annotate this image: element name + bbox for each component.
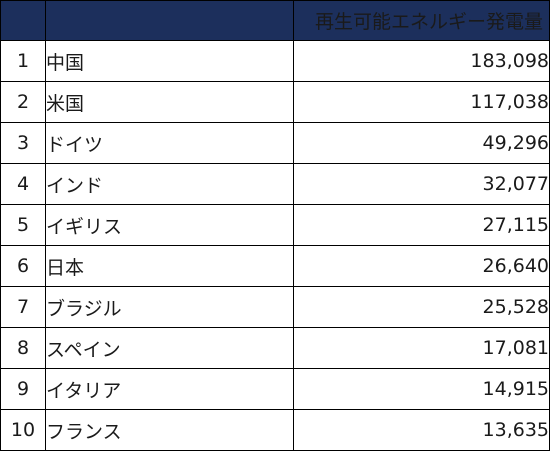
country-cell: ドイツ	[45, 122, 294, 164]
header-row: 再生可能エネルギー発電量	[0, 0, 550, 41]
table-row: 8 スペイン 17,081	[0, 327, 550, 369]
value-cell: 13,635	[293, 409, 550, 451]
table-body: 1 中国 183,098 2 米国 117,038 3 ドイツ 49,296 4…	[0, 40, 550, 451]
rank-cell: 9	[0, 368, 46, 410]
table-row: 4 インド 32,077	[0, 163, 550, 205]
rank-cell: 10	[0, 409, 46, 451]
table-header: 再生可能エネルギー発電量	[0, 0, 550, 41]
value-cell: 25,528	[293, 286, 550, 328]
country-cell: 米国	[45, 81, 294, 123]
value-cell: 17,081	[293, 327, 550, 369]
country-cell: イギリス	[45, 204, 294, 246]
table-row: 1 中国 183,098	[0, 40, 550, 82]
table-row: 5 イギリス 27,115	[0, 204, 550, 246]
header-country-cell	[45, 0, 294, 41]
rank-cell: 5	[0, 204, 46, 246]
table-row: 10 フランス 13,635	[0, 409, 550, 451]
value-cell: 49,296	[293, 122, 550, 164]
country-cell: インド	[45, 163, 294, 205]
value-cell: 27,115	[293, 204, 550, 246]
rank-cell: 1	[0, 40, 46, 82]
country-cell: 中国	[45, 40, 294, 82]
table-row: 7 ブラジル 25,528	[0, 286, 550, 328]
table-row: 3 ドイツ 49,296	[0, 122, 550, 164]
rank-cell: 7	[0, 286, 46, 328]
country-cell: フランス	[45, 409, 294, 451]
value-cell: 14,915	[293, 368, 550, 410]
value-cell: 117,038	[293, 81, 550, 123]
header-rank-cell	[0, 0, 46, 41]
value-cell: 26,640	[293, 245, 550, 287]
value-cell: 183,098	[293, 40, 550, 82]
country-cell: イタリア	[45, 368, 294, 410]
country-cell: ブラジル	[45, 286, 294, 328]
table-row: 9 イタリア 14,915	[0, 368, 550, 410]
rank-cell: 3	[0, 122, 46, 164]
table-row: 2 米国 117,038	[0, 81, 550, 123]
rank-cell: 4	[0, 163, 46, 205]
header-value-cell: 再生可能エネルギー発電量	[293, 0, 550, 41]
table-row: 6 日本 26,640	[0, 245, 550, 287]
country-cell: 日本	[45, 245, 294, 287]
rank-cell: 6	[0, 245, 46, 287]
value-cell: 32,077	[293, 163, 550, 205]
rank-cell: 8	[0, 327, 46, 369]
country-cell: スペイン	[45, 327, 294, 369]
rank-cell: 2	[0, 81, 46, 123]
